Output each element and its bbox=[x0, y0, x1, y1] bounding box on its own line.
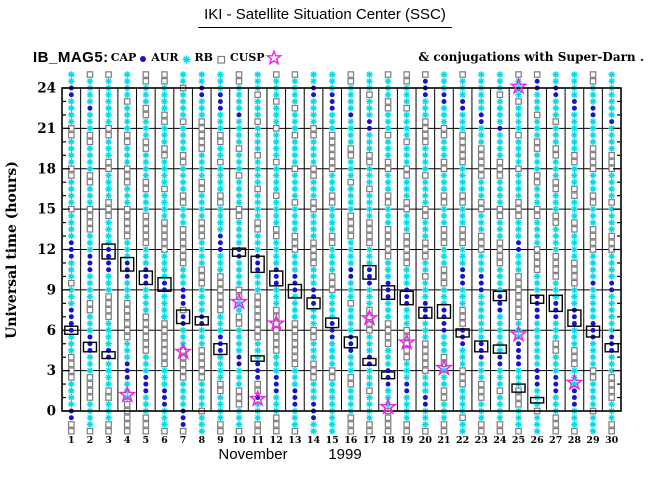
svg-text:17: 17 bbox=[363, 435, 376, 446]
svg-text:19: 19 bbox=[400, 435, 414, 446]
day-column-1 bbox=[68, 71, 75, 435]
svg-text:10: 10 bbox=[232, 435, 246, 446]
day-column-15 bbox=[328, 71, 336, 435]
x-axis-year-label: 1999 bbox=[328, 446, 362, 463]
svg-text:30: 30 bbox=[605, 435, 619, 446]
cusp-stars bbox=[117, 76, 584, 415]
day-column-13 bbox=[291, 71, 299, 435]
svg-text:23: 23 bbox=[475, 435, 488, 446]
day-column-22 bbox=[459, 71, 466, 435]
cap-dot-icon bbox=[140, 56, 147, 62]
day-column-2 bbox=[86, 71, 94, 435]
day-column-11 bbox=[254, 71, 261, 435]
svg-text:28: 28 bbox=[568, 435, 582, 446]
svg-text:1: 1 bbox=[68, 435, 75, 446]
svg-text:14: 14 bbox=[307, 435, 321, 446]
svg-text:25: 25 bbox=[512, 435, 525, 446]
svg-text:9: 9 bbox=[47, 282, 56, 298]
day-column-28 bbox=[571, 71, 578, 435]
svg-text:29: 29 bbox=[586, 435, 600, 446]
grid-lines bbox=[62, 88, 621, 411]
svg-text:3: 3 bbox=[105, 435, 112, 446]
day-column-16 bbox=[347, 71, 355, 435]
svg-text:21: 21 bbox=[37, 121, 56, 137]
day-column-21 bbox=[440, 71, 448, 435]
legend: IB_MAG5: CAP AUR RB bbox=[33, 46, 283, 68]
svg-text:18: 18 bbox=[381, 435, 395, 446]
plot-frame bbox=[61, 87, 622, 412]
svg-text:24: 24 bbox=[493, 435, 507, 446]
svg-text:8: 8 bbox=[198, 435, 205, 446]
svg-text:15: 15 bbox=[37, 202, 56, 218]
day-column-6 bbox=[161, 71, 168, 435]
day-column-17 bbox=[366, 71, 373, 435]
day-column-27 bbox=[552, 71, 560, 435]
legend-dataset-label: IB_MAG5: bbox=[33, 48, 109, 66]
day-column-5 bbox=[142, 71, 150, 435]
legend-item-cusp: CUSP bbox=[230, 46, 283, 68]
y-axis-label: Universal time (hours) bbox=[4, 161, 20, 339]
svg-text:4: 4 bbox=[124, 435, 131, 446]
cusp-label: CUSP bbox=[229, 50, 265, 64]
svg-text:24: 24 bbox=[37, 81, 56, 97]
svg-text:20: 20 bbox=[419, 435, 433, 446]
rb-square-icon bbox=[217, 55, 226, 64]
svg-text:12: 12 bbox=[270, 435, 283, 446]
day-column-26 bbox=[533, 71, 541, 435]
day-column-24 bbox=[496, 71, 504, 435]
svg-text:6: 6 bbox=[47, 323, 56, 339]
day-labels: 1 2 3 4 5 6 7 8 9 10 11 12 13 14 15 16 17 18 19 20 21 22 23 24 2… bbox=[68, 435, 619, 446]
svg-text:12: 12 bbox=[37, 242, 56, 258]
conjugation-boxes bbox=[64, 243, 619, 404]
day-column-20 bbox=[422, 71, 429, 435]
svg-text:11: 11 bbox=[251, 435, 264, 446]
day-column-23 bbox=[477, 71, 485, 435]
svg-text:7: 7 bbox=[180, 435, 187, 446]
svg-text:21: 21 bbox=[437, 435, 450, 446]
day-column-8 bbox=[198, 71, 206, 435]
svg-text:15: 15 bbox=[326, 435, 339, 446]
day-column-29 bbox=[589, 71, 597, 435]
day-column-10 bbox=[235, 71, 243, 435]
day-column-18 bbox=[384, 71, 392, 435]
y-ticks bbox=[62, 87, 621, 412]
rb-label: RB bbox=[194, 50, 213, 64]
day-column-9 bbox=[217, 71, 224, 435]
svg-text:16: 16 bbox=[344, 435, 358, 446]
day-column-14 bbox=[310, 71, 317, 435]
day-column-25 bbox=[515, 71, 522, 435]
conjugation-note: & conjugations with Super-Darn . bbox=[418, 50, 644, 64]
svg-text:18: 18 bbox=[37, 161, 56, 177]
svg-text:27: 27 bbox=[549, 435, 562, 446]
svg-text:22: 22 bbox=[456, 435, 469, 446]
day-column-3 bbox=[105, 71, 112, 435]
svg-text:13: 13 bbox=[288, 435, 301, 446]
aur-label: AUR bbox=[151, 50, 179, 64]
page-title: IKI - Satellite Situation Center (SSC) bbox=[198, 6, 452, 28]
legend-item-aur: AUR bbox=[151, 50, 192, 65]
x-axis-month-label: November bbox=[218, 446, 288, 463]
aur-asterisk-icon bbox=[182, 55, 191, 63]
day-column-4 bbox=[123, 71, 131, 435]
day-column-12 bbox=[272, 71, 280, 435]
day-column-7 bbox=[179, 71, 187, 435]
cap-label: CAP bbox=[110, 50, 137, 64]
y-tick-labels: 0 3 6 9 12 15 18 21 24 bbox=[37, 81, 56, 420]
svg-text:26: 26 bbox=[531, 435, 545, 446]
svg-text:5: 5 bbox=[143, 435, 150, 446]
cusp-star-icon bbox=[265, 50, 283, 66]
svg-text:0: 0 bbox=[47, 404, 56, 420]
svg-text:2: 2 bbox=[87, 435, 94, 446]
day-column-30 bbox=[608, 71, 615, 435]
legend-item-rb: RB bbox=[195, 50, 228, 65]
legend-item-cap: CAP bbox=[111, 50, 150, 64]
svg-text:6: 6 bbox=[161, 435, 168, 446]
svg-text:9: 9 bbox=[217, 435, 224, 446]
day-column-19 bbox=[403, 71, 411, 435]
svg-text:3: 3 bbox=[47, 363, 56, 379]
